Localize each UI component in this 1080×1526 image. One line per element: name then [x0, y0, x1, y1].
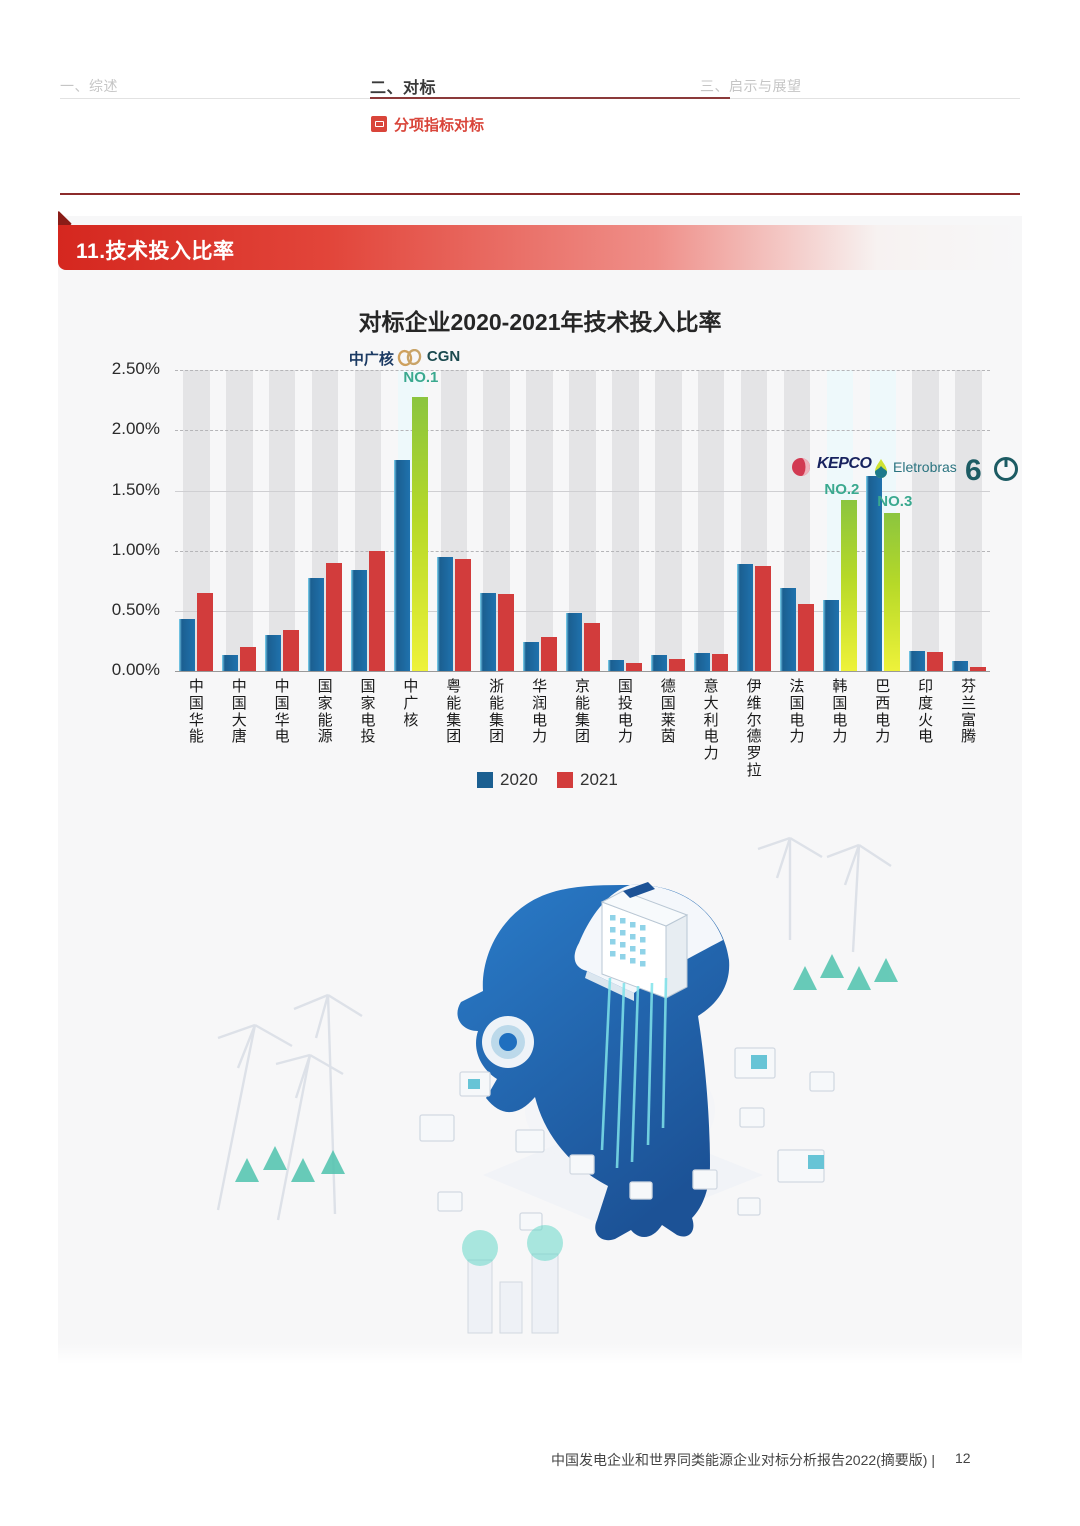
svg-text:6: 6 [965, 454, 982, 486]
